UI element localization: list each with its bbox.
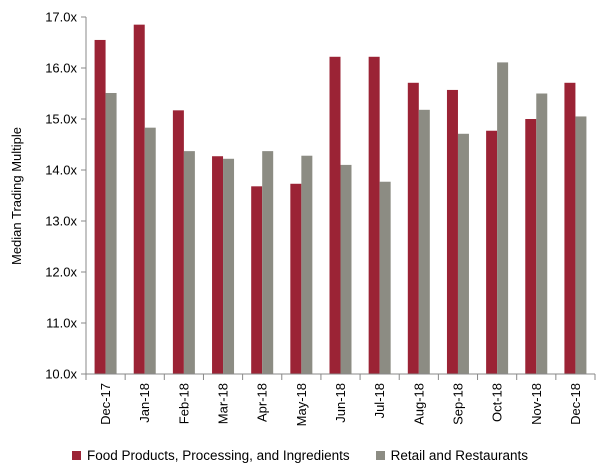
- bar-retail-Aug-18: [418, 109, 430, 374]
- bar-food-Nov-18: [525, 119, 537, 374]
- legend-swatch-food: [72, 451, 81, 460]
- bar-retail-Dec-17: [105, 92, 117, 375]
- bar-retail-Oct-18: [497, 62, 509, 374]
- bar-food-Apr-18: [251, 186, 263, 374]
- x-tick-label: Aug-18: [411, 383, 426, 425]
- bar-food-Sep-18: [446, 89, 458, 375]
- legend-label-food: Food Products, Processing, and Ingredien…: [87, 448, 350, 463]
- bar-retail-Apr-18: [262, 151, 274, 374]
- legend-label-retail: Retail and Restaurants: [390, 448, 528, 463]
- bar-food-Dec-17: [94, 39, 106, 374]
- legend: Food Products, Processing, and Ingredien…: [72, 448, 554, 463]
- bar-retail-May-18: [301, 155, 313, 374]
- bars: [94, 24, 587, 375]
- y-tick-label: 15.0x: [45, 112, 77, 127]
- x-axis: Dec-17 Jan-18 Feb-18 Mar-18 Apr-18 May-18 Jun-…: [85, 374, 596, 426]
- bar-retail-Sep-18: [457, 133, 469, 374]
- bar-food-Jan-18: [133, 24, 145, 375]
- y-tick-label: 16.0x: [45, 61, 77, 76]
- bar-retail-Jan-18: [144, 127, 156, 374]
- bar-food-Jun-18: [329, 56, 341, 374]
- bar-food-Mar-18: [212, 156, 224, 374]
- bar-retail-Jun-18: [340, 164, 352, 374]
- x-tick-label: May-18: [294, 383, 309, 426]
- x-tick-label: Oct-18: [490, 383, 505, 422]
- bar-food-May-18: [290, 183, 302, 374]
- y-axis: 10.0x 11.0x 12.0x 13.0x 14.0x 15.0x 16.0x 17.0x: [45, 10, 86, 382]
- x-tick-label: Jan-18: [137, 383, 152, 423]
- x-tick-label: Nov-18: [529, 383, 544, 425]
- x-tick-label: Dec-18: [568, 383, 583, 425]
- y-tick-label: 10.0x: [45, 367, 77, 382]
- y-tick-label: 14.0x: [45, 163, 77, 178]
- x-tick-label: Jun-18: [333, 383, 348, 423]
- bar-retail-Nov-18: [536, 93, 548, 374]
- bar-food-Feb-18: [172, 110, 184, 374]
- bar-food-Oct-18: [486, 130, 498, 374]
- x-tick-label: Dec-17: [98, 383, 113, 425]
- legend-swatch-retail: [375, 451, 385, 460]
- bar-food-Jul-18: [368, 56, 380, 374]
- bar-food-Dec-18: [564, 82, 576, 374]
- y-tick-label: 12.0x: [45, 265, 77, 280]
- x-tick-label: Apr-18: [255, 383, 270, 422]
- legend-item-retail: Retail and Restaurants: [375, 448, 528, 463]
- y-tick-label: 13.0x: [45, 214, 77, 229]
- x-tick-label: Sep-18: [450, 383, 465, 425]
- y-tick-label: 17.0x: [45, 10, 77, 25]
- bar-retail-Dec-18: [575, 116, 587, 374]
- y-tick-label: 11.0x: [46, 316, 77, 331]
- bar-retail-Feb-18: [183, 151, 195, 374]
- legend-item-food: Food Products, Processing, and Ingredien…: [72, 448, 350, 463]
- bar-food-Aug-18: [407, 82, 419, 374]
- x-tick-label: Feb-18: [176, 383, 191, 424]
- bar-retail-Jul-18: [379, 181, 391, 374]
- bar-retail-Mar-18: [223, 158, 235, 374]
- y-axis-label: Median Trading Multiple: [9, 127, 24, 265]
- x-tick-label: Jul-18: [372, 383, 387, 418]
- x-tick-label: Mar-18: [216, 383, 231, 424]
